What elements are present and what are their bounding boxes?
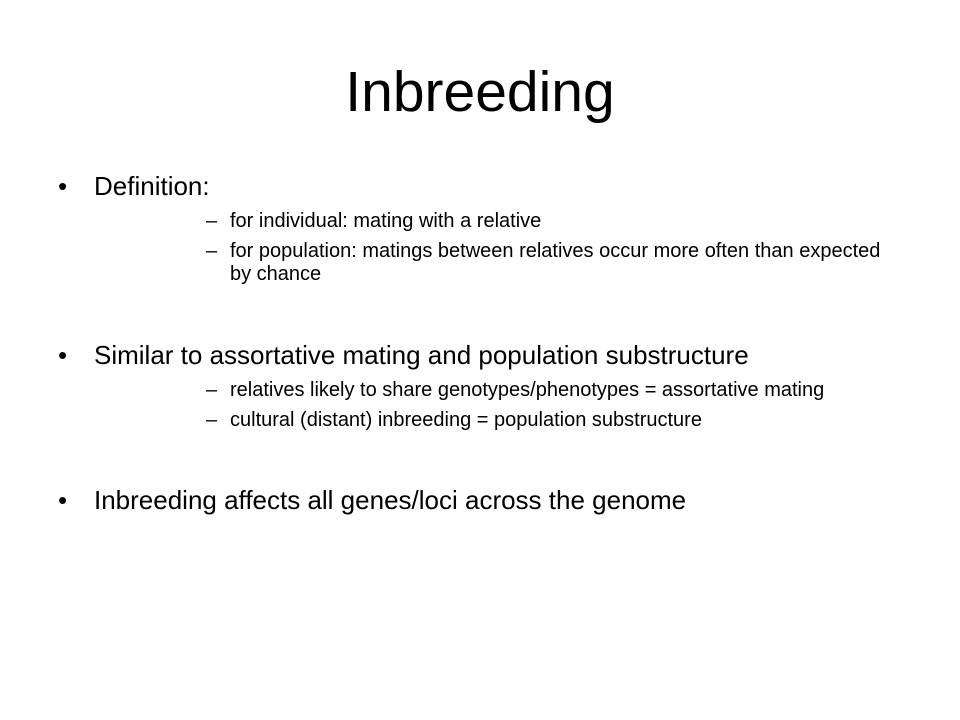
bullet-icon: • <box>58 171 68 201</box>
bullet-list: • Definition: – for individual: mating w… <box>0 168 960 518</box>
sub-bullet-text: for population: matings between relative… <box>230 240 881 285</box>
sub-bullet-item: – for population: matings between relati… <box>94 240 960 286</box>
slide-title: Inbreeding <box>345 60 615 124</box>
sub-bullet-item: – relatives likely to share genotypes/ph… <box>94 379 960 402</box>
sub-bullet-list: – for individual: mating with a relative… <box>94 210 960 286</box>
dash-icon: – <box>206 240 218 262</box>
bullet-icon: • <box>58 485 68 515</box>
bullet-item: • Definition: – for individual: mating w… <box>0 168 960 286</box>
bullet-item: • Similar to assortative mating and popu… <box>0 337 960 432</box>
spacer <box>0 293 960 337</box>
bullet-text: Inbreeding affects all genes/loci across… <box>94 485 687 515</box>
dash-icon: – <box>206 409 218 431</box>
bullet-text: Definition: <box>94 171 210 201</box>
dash-icon: – <box>206 379 218 401</box>
sub-bullet-text: relatives likely to share genotypes/phen… <box>230 379 825 401</box>
sub-bullet-item: – cultural (distant) inbreeding = popula… <box>94 409 960 432</box>
dash-icon: – <box>206 210 218 232</box>
sub-bullet-item: – for individual: mating with a relative <box>94 210 960 233</box>
spacer <box>0 439 960 482</box>
bullet-item: • Inbreeding affects all genes/loci acro… <box>0 482 960 518</box>
sub-bullet-text: for individual: mating with a relative <box>230 210 542 232</box>
bullet-text: Similar to assortative mating and popula… <box>94 340 749 370</box>
sub-bullet-list: – relatives likely to share genotypes/ph… <box>94 379 960 432</box>
sub-bullet-text: cultural (distant) inbreeding = populati… <box>230 409 702 431</box>
bullet-icon: • <box>58 340 68 370</box>
